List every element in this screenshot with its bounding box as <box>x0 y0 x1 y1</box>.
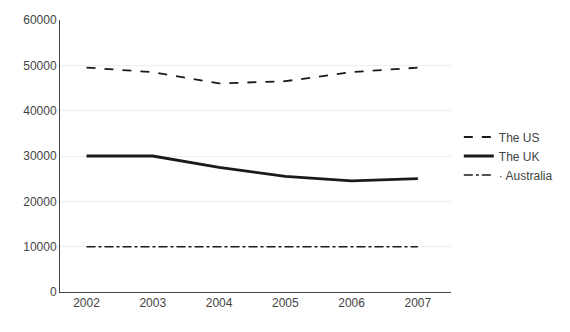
svg-text:30000: 30000 <box>23 149 57 163</box>
svg-text:· Australia: · Australia <box>499 169 553 183</box>
svg-text:2005: 2005 <box>272 296 299 310</box>
svg-text:2002: 2002 <box>73 296 100 310</box>
svg-text:20000: 20000 <box>23 195 57 209</box>
svg-text:40000: 40000 <box>23 104 57 118</box>
svg-text:10000: 10000 <box>23 240 57 254</box>
svg-text:60000: 60000 <box>23 13 57 27</box>
svg-text:50000: 50000 <box>23 59 57 73</box>
svg-text:The US: The US <box>499 131 540 145</box>
svg-text:2003: 2003 <box>139 296 166 310</box>
svg-text:2007: 2007 <box>405 296 432 310</box>
svg-text:2004: 2004 <box>206 296 233 310</box>
svg-text:2006: 2006 <box>338 296 365 310</box>
svg-text:The UK: The UK <box>499 150 540 164</box>
svg-text:0: 0 <box>50 285 57 299</box>
